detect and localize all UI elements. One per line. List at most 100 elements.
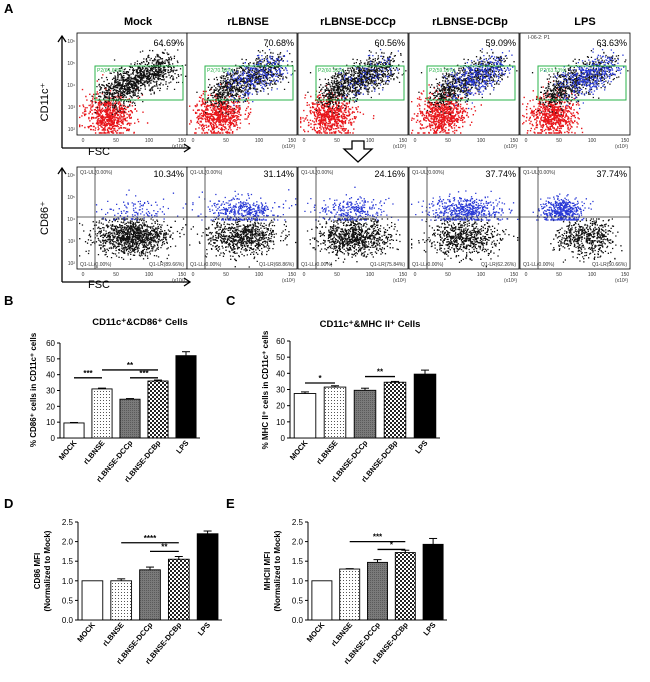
y-tick-label: 10	[276, 418, 285, 427]
panel-label-c: C	[226, 293, 236, 308]
scatter-black-population	[306, 218, 401, 265]
category-label: MOCK	[57, 438, 79, 462]
bar-rlbnse	[110, 580, 133, 621]
scatter-black-population	[91, 42, 187, 116]
significance-label: ***	[83, 369, 93, 378]
quadrant-lr-label: Q1-LR(68.86%)	[259, 262, 294, 268]
x-unit-label: (x10³)	[172, 278, 185, 284]
flow-plot-row2-4: Q1-UL(0.00%) Q1-LL(0.00%) Q1-LR(50.66%) 37.…	[519, 166, 631, 284]
y-tick-label: 2.5	[292, 518, 304, 527]
scatter-blue-population	[544, 48, 625, 110]
bar-rlbnse	[323, 386, 347, 439]
bar-mock	[311, 580, 333, 621]
x-tick-label: 50	[113, 272, 119, 278]
x-unit-label: (x10³)	[172, 144, 185, 150]
flow-plot-row1-0: P2(64.69%) 64.69% 0 50 100 150(x10³)	[76, 32, 188, 150]
panel-label-e: E	[226, 496, 235, 511]
x-unit-label: (x10³)	[282, 278, 295, 284]
bar-rlbnse-dcbp	[167, 558, 190, 621]
quadrant-ur-percent: 37.74%	[485, 169, 516, 179]
panel-label-a: A	[4, 1, 14, 16]
gate-p2	[94, 65, 184, 101]
flow-row-cd11c: P2(64.69%)64.69%0 50 100 150(x10³)P2(70.68%…	[67, 32, 631, 150]
y-tick-label: 2.0	[292, 538, 304, 547]
y-tick-label: 10⁶	[67, 173, 75, 179]
gate-percent: 60.56%	[374, 38, 405, 48]
quadrant-ul-label: Q1-UL(0.00%)	[412, 170, 445, 176]
x-tick-label: 50	[556, 138, 562, 144]
bar-rlbnse-dcbp	[147, 380, 169, 439]
y-axis-label: (Normalized to Mock)	[43, 530, 52, 611]
category-label: rLBNSE	[81, 439, 106, 466]
gate-label: P2(64.69%)	[97, 68, 124, 74]
x-tick-label: 50	[223, 272, 229, 278]
x-tick-label: 0	[192, 272, 195, 278]
quadrant-ll-label: Q1-LL(0.00%)	[412, 262, 444, 268]
y-tick-label: 10²	[68, 127, 76, 133]
quadrant-lr-label: Q1-LR(89.66%)	[149, 262, 184, 268]
x-tick-label: 100	[366, 272, 375, 278]
quadrant-ul-label: Q1-UL(0.00%)	[190, 170, 223, 176]
gate-percent: 70.68%	[263, 38, 294, 48]
y-tick-label: 60	[46, 339, 55, 348]
x-tick-label: 150	[621, 272, 630, 278]
quadrant-ur-percent: 37.74%	[596, 169, 627, 179]
row1-outer-axes	[57, 34, 192, 153]
x-tick-label: 50	[445, 138, 451, 144]
x-tick-label: 150	[510, 138, 519, 144]
panel-label-d: D	[4, 496, 13, 511]
scatter-red-population	[79, 74, 149, 134]
x-tick-label: 50	[113, 138, 119, 144]
x-tick-label: 100	[366, 138, 375, 144]
x-tick-label: 150	[288, 272, 297, 278]
x-unit-label: (x10³)	[504, 278, 517, 284]
bar-rlbnse-dcbp	[394, 552, 416, 621]
y-tick-label: 0.0	[292, 616, 304, 625]
x-tick-label: 0	[414, 272, 417, 278]
x-unit-label: (x10³)	[504, 144, 517, 150]
y-tick-label: 10⁴	[67, 83, 75, 89]
x-tick-label: 150	[288, 138, 297, 144]
y-tick-label: 10³	[68, 105, 76, 111]
y-tick-label: 40	[276, 369, 285, 378]
y-axis-label: (Normalized to Mock)	[273, 530, 282, 611]
y-tick-label: 1.5	[62, 557, 74, 566]
plot-frame	[519, 166, 631, 270]
y-tick-label: 10⁴	[67, 217, 75, 223]
row1-ylabel: CD11c⁺	[39, 83, 51, 122]
scatter-red-population	[411, 84, 482, 134]
y-axis-label: MHCII MFI	[263, 552, 272, 591]
x-tick-label: 0	[82, 138, 85, 144]
x-tick-label: 0	[192, 138, 195, 144]
y-tick-label: 0	[281, 434, 286, 443]
x-tick-label: 100	[588, 272, 597, 278]
scatter-blue-population	[95, 189, 187, 221]
down-arrow-icon	[342, 140, 374, 163]
significance-label: ****	[144, 534, 157, 543]
y-tick-label: 60	[276, 337, 285, 346]
category-label: LPS	[421, 621, 437, 638]
quadrant-ul-label: Q1-UL(0.00%)	[301, 170, 334, 176]
y-tick-label: 10⁶	[67, 39, 75, 45]
chart-c-title: CD11c⁺&MHC II⁺ Cells	[320, 319, 421, 330]
category-label: rLBNSE	[329, 621, 354, 648]
flow-plot-row2-2: Q1-UL(0.00%) Q1-LL(0.00%) Q1-LR(75.84%) 24.…	[297, 166, 409, 284]
quadrant-ll-label: Q1-LL(0.00%)	[523, 262, 555, 268]
gate-p2	[204, 65, 294, 101]
bar-rlbnse-dccp	[139, 569, 161, 621]
scatter-black-population	[531, 45, 629, 115]
flow-plot-row1-2: P2(60.56%) 60.56% 0 50 100 150(x10³)	[297, 32, 409, 150]
x-tick-label: 50	[334, 138, 340, 144]
y-tick-label: 40	[46, 371, 55, 380]
row2-ylabel: CD86⁺	[39, 201, 51, 235]
category-label: LPS	[413, 439, 429, 456]
x-tick-label: 150	[178, 138, 187, 144]
scatter-blue-population	[532, 193, 594, 221]
x-tick-label: 0	[82, 272, 85, 278]
y-tick-label: 50	[46, 355, 55, 364]
x-tick-label: 100	[477, 138, 486, 144]
scatter-black-population	[550, 218, 623, 263]
bar-mock	[63, 422, 85, 439]
x-tick-label: 100	[588, 138, 597, 144]
